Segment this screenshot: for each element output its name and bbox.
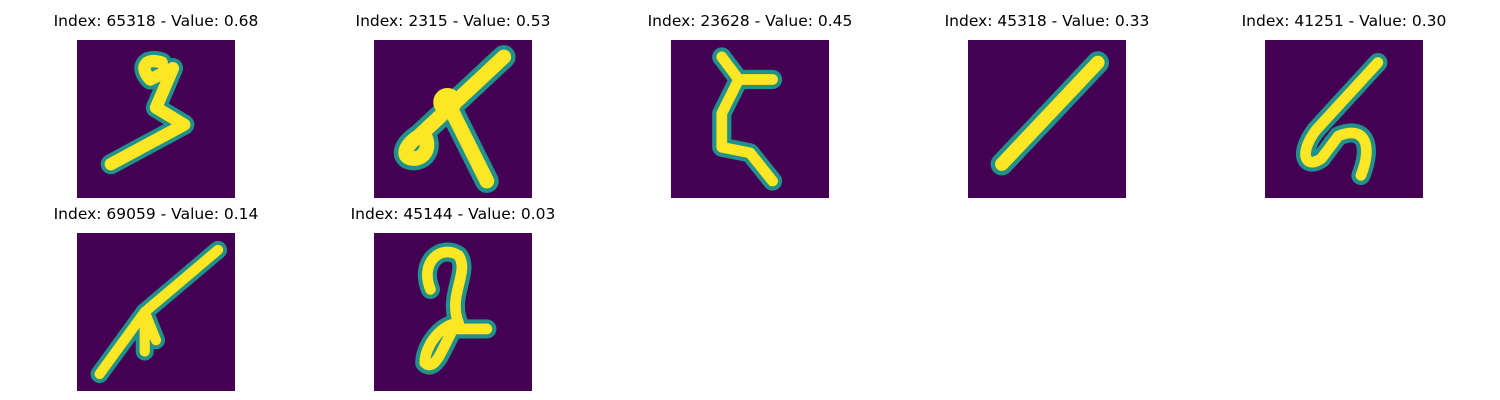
panel-5: Index: 41251 - Value: 0.30 (1224, 12, 1464, 198)
digit-stroke (995, 55, 1105, 171)
digit-image (77, 40, 235, 198)
digit-svg (77, 40, 235, 198)
digit-svg (1265, 40, 1423, 198)
panel-4: Index: 45318 - Value: 0.33 (927, 12, 1167, 198)
panel-6: Index: 69059 - Value: 0.14 (36, 205, 276, 391)
panel-title: Index: 41251 - Value: 0.30 (1241, 12, 1447, 30)
panel-2: Index: 2315 - Value: 0.53 (333, 12, 573, 198)
digit-stroke (104, 55, 191, 171)
panel-title: Index: 45144 - Value: 0.03 (350, 205, 556, 223)
digit-image (374, 233, 532, 391)
digit-image (968, 40, 1126, 198)
digit-stroke (716, 51, 778, 187)
digit-svg (374, 40, 532, 198)
digit-svg (968, 40, 1126, 198)
panel-3: Index: 23628 - Value: 0.45 (630, 12, 870, 198)
panel-title: Index: 69059 - Value: 0.14 (53, 205, 259, 223)
digit-image (374, 40, 532, 198)
panel-1: Index: 65318 - Value: 0.68 (36, 12, 276, 198)
digit-image (1265, 40, 1423, 198)
digit-svg (77, 233, 235, 391)
digit-image (77, 233, 235, 391)
digit-stroke (94, 244, 224, 380)
digit-image (671, 40, 829, 198)
digit-svg (671, 40, 829, 198)
panel-title: Index: 45318 - Value: 0.33 (944, 12, 1150, 30)
panel-title: Index: 23628 - Value: 0.45 (647, 12, 853, 30)
digit-stroke (419, 246, 493, 371)
panel-title: Index: 2315 - Value: 0.53 (355, 12, 551, 30)
digit-stroke (398, 49, 512, 189)
image-background (1265, 40, 1423, 198)
digit-stroke (1300, 57, 1384, 181)
panel-7: Index: 45144 - Value: 0.03 (333, 205, 573, 391)
digit-blob (433, 87, 462, 117)
digit-svg (374, 233, 532, 391)
image-background (671, 40, 829, 198)
panel-title: Index: 65318 - Value: 0.68 (53, 12, 259, 30)
